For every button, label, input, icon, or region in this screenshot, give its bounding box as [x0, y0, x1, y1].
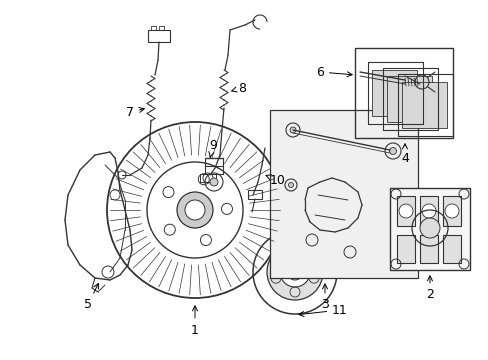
Circle shape — [177, 192, 213, 228]
Text: 4: 4 — [400, 144, 408, 165]
Text: 3: 3 — [321, 284, 328, 311]
Bar — [442, 235, 460, 263]
Circle shape — [444, 204, 458, 218]
Bar — [247, 190, 262, 199]
Circle shape — [209, 178, 218, 186]
Circle shape — [280, 257, 309, 287]
Circle shape — [286, 264, 303, 280]
Text: 2: 2 — [425, 276, 433, 302]
Text: 11: 11 — [298, 303, 347, 316]
Circle shape — [266, 244, 323, 300]
Circle shape — [184, 200, 204, 220]
Text: 1: 1 — [191, 306, 199, 337]
Bar — [159, 26, 163, 30]
Bar — [386, 76, 431, 122]
Text: 8: 8 — [231, 81, 245, 95]
Circle shape — [389, 148, 396, 154]
Text: 6: 6 — [315, 66, 351, 78]
Circle shape — [288, 183, 293, 188]
Bar — [151, 26, 156, 30]
Circle shape — [421, 204, 435, 218]
Bar — [148, 30, 170, 42]
Text: 7: 7 — [126, 105, 144, 118]
Bar — [419, 196, 437, 226]
Circle shape — [398, 204, 412, 218]
Bar — [419, 235, 437, 263]
Circle shape — [419, 218, 439, 238]
Bar — [371, 70, 416, 116]
Bar — [200, 174, 216, 182]
Bar — [354, 48, 452, 138]
Bar — [401, 82, 446, 128]
Bar — [389, 188, 469, 270]
Bar — [396, 235, 414, 263]
Bar — [396, 196, 414, 226]
Circle shape — [289, 127, 295, 133]
Bar — [269, 110, 417, 278]
Text: 10: 10 — [265, 174, 285, 186]
Text: 9: 9 — [208, 139, 217, 157]
Text: 5: 5 — [84, 283, 98, 311]
Bar — [442, 196, 460, 226]
